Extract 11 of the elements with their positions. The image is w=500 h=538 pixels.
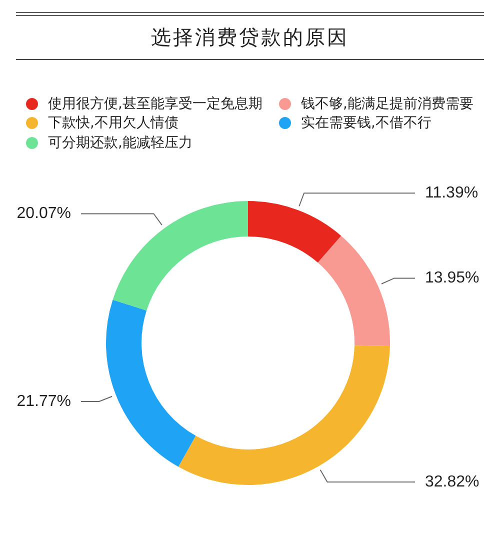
legend-label: 钱不够,能满足提前消费需要 bbox=[301, 94, 474, 113]
data-label: 32.82% bbox=[425, 473, 480, 490]
chart-title: 选择消费贷款的原因 bbox=[150, 24, 350, 50]
data-label: 11.39% bbox=[425, 184, 478, 202]
data-label: 20.07% bbox=[16, 205, 71, 222]
legend-label: 下款快,不用欠人情债 bbox=[48, 114, 178, 132]
legend-label: 实在需要钱,不借不行 bbox=[301, 114, 432, 132]
legend-label: 可分期还款,能减轻压力 bbox=[48, 134, 192, 152]
data-label: 21.77% bbox=[16, 392, 71, 410]
data-label: 13.95% bbox=[425, 270, 480, 287]
legend-label: 使用很方便,甚至能享受一定免息期 bbox=[48, 94, 262, 113]
